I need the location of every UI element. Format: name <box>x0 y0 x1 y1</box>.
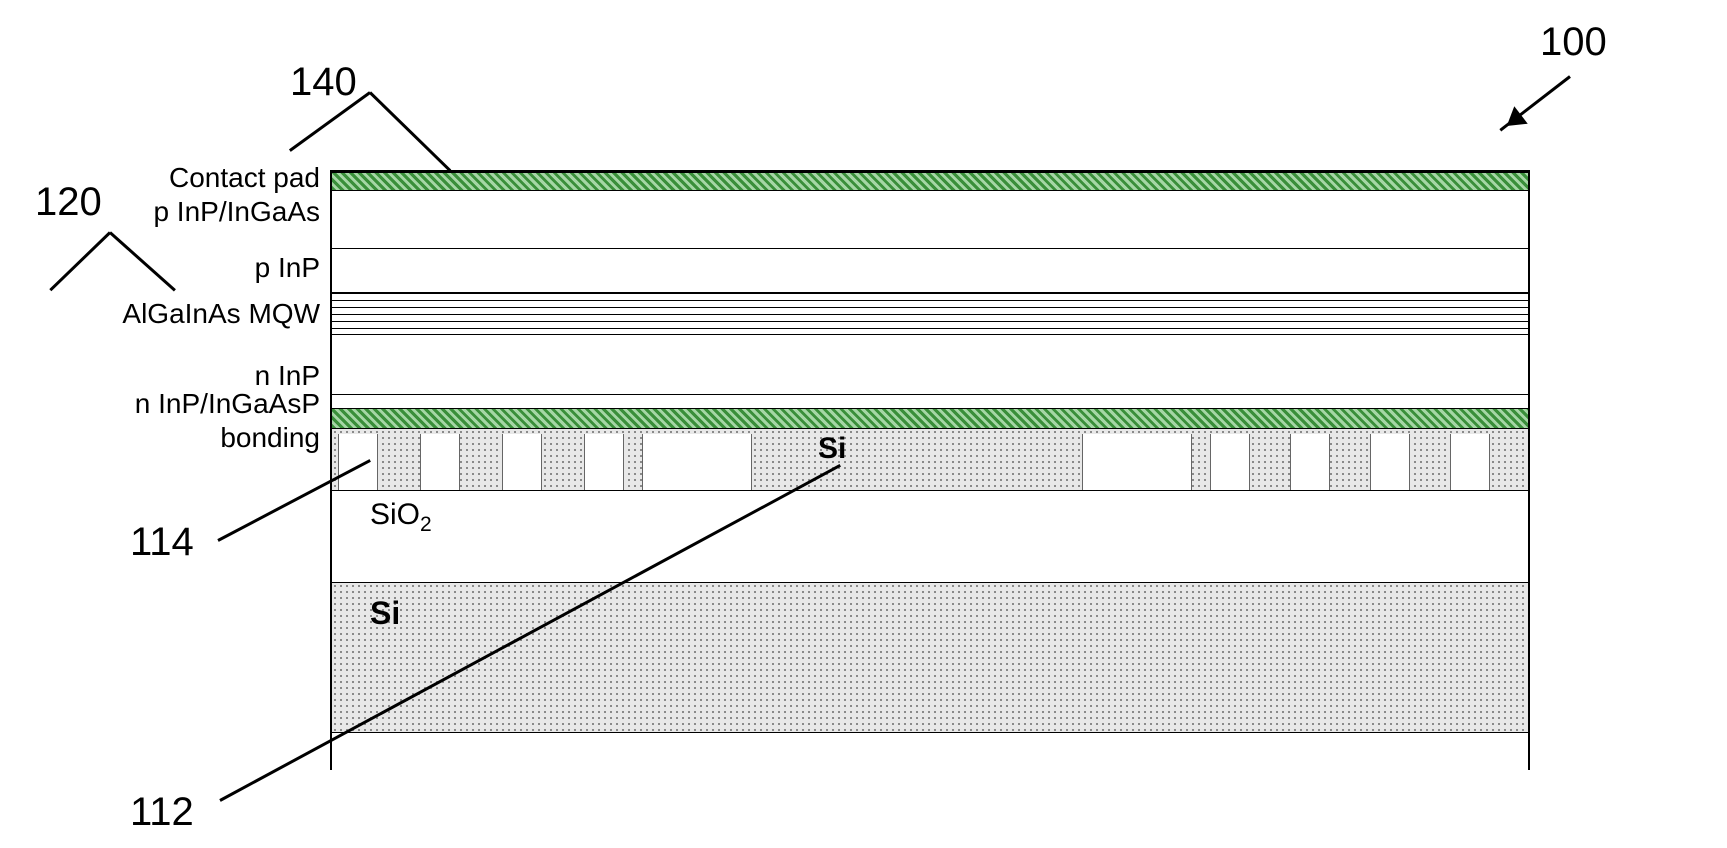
layer-blank_bottom <box>332 732 1528 772</box>
layer-sio2 <box>332 490 1528 582</box>
layer-n_inp <box>332 334 1528 394</box>
label-ref_100: 100 <box>1540 20 1607 65</box>
si-slot <box>1450 434 1490 490</box>
layer-p_inp_ingaas <box>332 190 1528 248</box>
layer-contact_pad <box>332 172 1528 190</box>
label-si_top_label: Si <box>818 432 846 466</box>
layer-stack <box>330 170 1530 770</box>
si-slot <box>1290 434 1330 490</box>
layer-p_inp <box>332 248 1528 292</box>
si-slot <box>502 434 542 490</box>
layer-n_inp_ingaasp <box>332 394 1528 408</box>
label-ref_114: 114 <box>130 520 194 565</box>
label-mqw: AlGaInAs MQW <box>122 298 320 330</box>
label-sio2_label: SiO2 <box>370 498 432 537</box>
si-slot <box>420 434 460 490</box>
label-ref_140: 140 <box>290 60 357 105</box>
label-p_inp: p InP <box>255 252 320 284</box>
si-slot <box>642 434 752 490</box>
si-slot <box>584 434 624 490</box>
leader-line <box>369 91 451 171</box>
si-slot <box>1210 434 1250 490</box>
si-slot <box>1370 434 1410 490</box>
layer-bonding <box>332 408 1528 428</box>
si-slot <box>1082 434 1192 490</box>
leader-line <box>109 231 176 291</box>
layer-si_sub <box>332 582 1528 732</box>
leader-line <box>49 231 111 291</box>
label-ref_120: 120 <box>35 180 102 225</box>
label-p_inp_ingaas: p InP/InGaAs <box>153 196 320 228</box>
si-slot <box>338 434 378 490</box>
label-n_inp_ingaasp: n InP/InGaAsP <box>135 388 320 420</box>
label-bonding: bonding <box>220 422 320 454</box>
label-ref_112: 112 <box>130 790 194 835</box>
label-si_sub_label: Si <box>370 595 400 632</box>
layer-mqw <box>332 292 1528 334</box>
label-contact_pad: Contact pad <box>169 162 320 194</box>
